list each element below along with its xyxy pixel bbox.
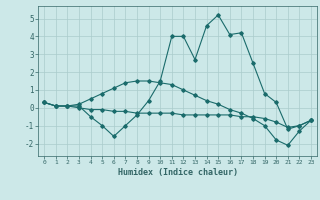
X-axis label: Humidex (Indice chaleur): Humidex (Indice chaleur) [118, 168, 238, 177]
